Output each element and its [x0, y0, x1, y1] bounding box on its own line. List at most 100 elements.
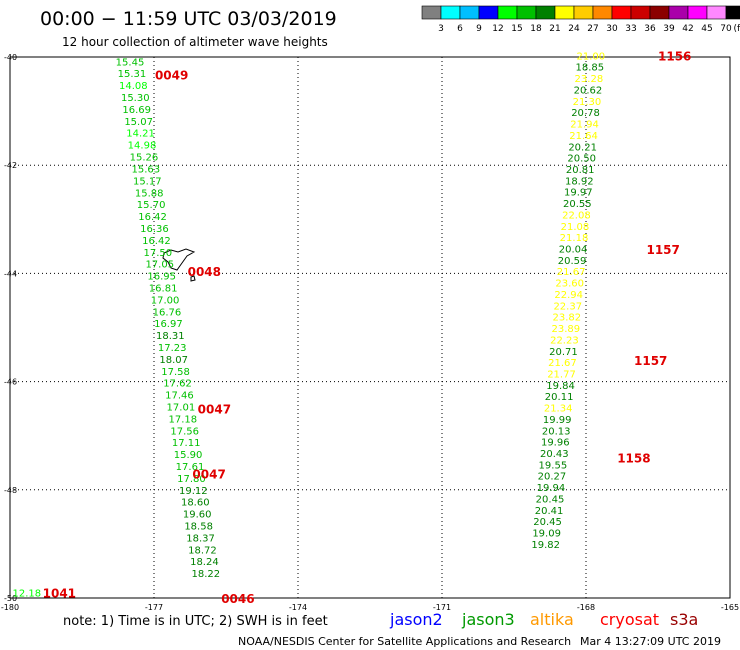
swh-value-label: 15.88 [135, 188, 164, 199]
swh-value-label: 17.18 [168, 414, 197, 425]
swh-value-label: 16.42 [138, 212, 167, 223]
swh-value-label: 17.56 [170, 426, 199, 437]
legend-tick-label: 9 [476, 24, 482, 34]
swh-value-label: 14.08 [119, 81, 148, 92]
legend-tick-label: 6 [457, 24, 463, 34]
swh-value-label: 21.34 [544, 404, 573, 415]
swh-value-label: 19.82 [531, 540, 560, 551]
swh-value-label: 16.97 [154, 319, 183, 330]
swh-value-label: 20.43 [540, 449, 569, 460]
legend-swatch [459, 5, 480, 20]
x-tick-label: -165 [721, 603, 739, 612]
island-coastline [162, 248, 196, 271]
legend-swatch [554, 5, 575, 20]
swh-value-label: 20.71 [549, 347, 578, 358]
swh-value-label: 12.18 [12, 589, 41, 600]
legend-tick-label: 39 [663, 24, 675, 34]
swh-value-label: 22.94 [554, 290, 583, 301]
pass-time-label: 0047 [192, 468, 225, 482]
legend-tick-label: 70 [720, 24, 732, 34]
swh-value-label: 21.64 [569, 131, 598, 142]
legend-tick-label: 24 [568, 24, 580, 34]
swh-value-label: 21.00 [576, 51, 605, 62]
chart-subtitle: 12 hour collection of altimeter wave hei… [62, 35, 328, 49]
swh-value-label: 15.63 [132, 164, 161, 175]
legend-swatch [706, 5, 727, 20]
swh-value-label: 20.04 [559, 245, 588, 256]
swh-value-label: 19.09 [532, 529, 561, 540]
satellite-label-cryosat: cryosat [600, 610, 659, 629]
legend-swatch [592, 5, 613, 20]
swh-value-label: 14.98 [128, 141, 157, 152]
swh-value-label: 20.11 [545, 392, 574, 403]
x-tick-label: -180 [1, 603, 19, 612]
legend-swatch [611, 5, 632, 20]
swh-value-label: 21.94 [570, 120, 599, 131]
swh-values: 15.4515.3114.0815.3016.6915.0714.2114.98… [12, 51, 605, 599]
footer-credit: NOAA/NESDIS Center for Satellite Applica… [238, 635, 571, 648]
swh-value-label: 15.31 [118, 69, 147, 80]
swh-value-label: 17.58 [161, 367, 190, 378]
chatham-islands-outline [162, 248, 196, 282]
swh-value-label: 17.05 [145, 260, 174, 271]
legend-swatch [725, 5, 740, 20]
islet-outline [190, 275, 196, 282]
swh-value-label: 16.81 [149, 283, 178, 294]
legend-swatch [421, 5, 442, 20]
satellite-label-jason3: jason3 [461, 610, 515, 629]
legend-tick-label: 18 [530, 24, 542, 34]
legend-swatch [573, 5, 594, 20]
swh-value-label: 19.97 [564, 188, 593, 199]
legend-tick-label: 45 [701, 24, 712, 34]
swh-value-label: 20.59 [558, 256, 587, 267]
legend-swatch [535, 5, 556, 20]
x-tick-label: -174 [289, 603, 307, 612]
pass-time-label: 0049 [155, 68, 188, 82]
chart-title: 00:00 − 11:59 UTC 03/03/2019 [40, 8, 337, 30]
swh-value-label: 15.70 [137, 200, 166, 211]
swh-value-label: 17.00 [151, 295, 180, 306]
legend-tick-label: 42 [682, 24, 693, 34]
y-tick-label: -40 [4, 53, 17, 62]
swh-value-label: 18.37 [186, 533, 215, 544]
legend-tick-label: 15 [511, 24, 522, 34]
satellite-label-altika: altika [530, 610, 574, 629]
swh-value-label: 15.30 [121, 93, 150, 104]
swh-value-label: 23.28 [575, 74, 604, 85]
swh-value-label: 20.27 [538, 472, 567, 483]
satellite-label-s3a: s3a [670, 610, 698, 629]
swh-value-label: 18.07 [159, 355, 188, 366]
footer-timestamp: Mar 4 13:27:09 UTC 2019 [580, 635, 721, 648]
swh-value-label: 19.99 [543, 415, 572, 426]
legend-unit-label: (ft) [733, 24, 740, 34]
swh-value-label: 19.12 [179, 486, 208, 497]
swh-value-label: 17.80 [177, 474, 206, 485]
x-tick-label: -177 [145, 603, 163, 612]
swh-value-label: 20.45 [536, 494, 565, 505]
swh-value-label: 18.60 [181, 498, 210, 509]
legend-swatch [649, 5, 670, 20]
swh-value-label: 16.36 [140, 224, 169, 235]
legend-swatch [440, 5, 461, 20]
y-tick-label: -44 [4, 269, 17, 278]
swh-value-label: 22.37 [553, 301, 582, 312]
swh-value-label: 20.41 [535, 506, 564, 517]
swh-value-label: 15.26 [130, 153, 159, 164]
legend-swatch [478, 5, 499, 20]
swh-value-label: 19.60 [183, 510, 212, 521]
swh-value-label: 18.22 [192, 569, 221, 580]
swh-value-label: 19.96 [541, 438, 570, 449]
pass-time-label: 1157 [646, 243, 679, 257]
swh-value-label: 20.62 [574, 85, 603, 96]
swh-value-label: 18.72 [188, 545, 217, 556]
swh-value-label: 23.89 [552, 324, 581, 335]
pass-time-label: 1156 [658, 49, 691, 63]
satellite-label-jason2: jason2 [389, 610, 443, 629]
y-tick-label: -50 [4, 594, 17, 603]
swh-value-label: 21.30 [573, 97, 602, 108]
swh-value-label: 20.21 [568, 142, 597, 153]
swh-value-label: 20.55 [563, 199, 592, 210]
swh-value-label: 21.77 [547, 369, 576, 380]
